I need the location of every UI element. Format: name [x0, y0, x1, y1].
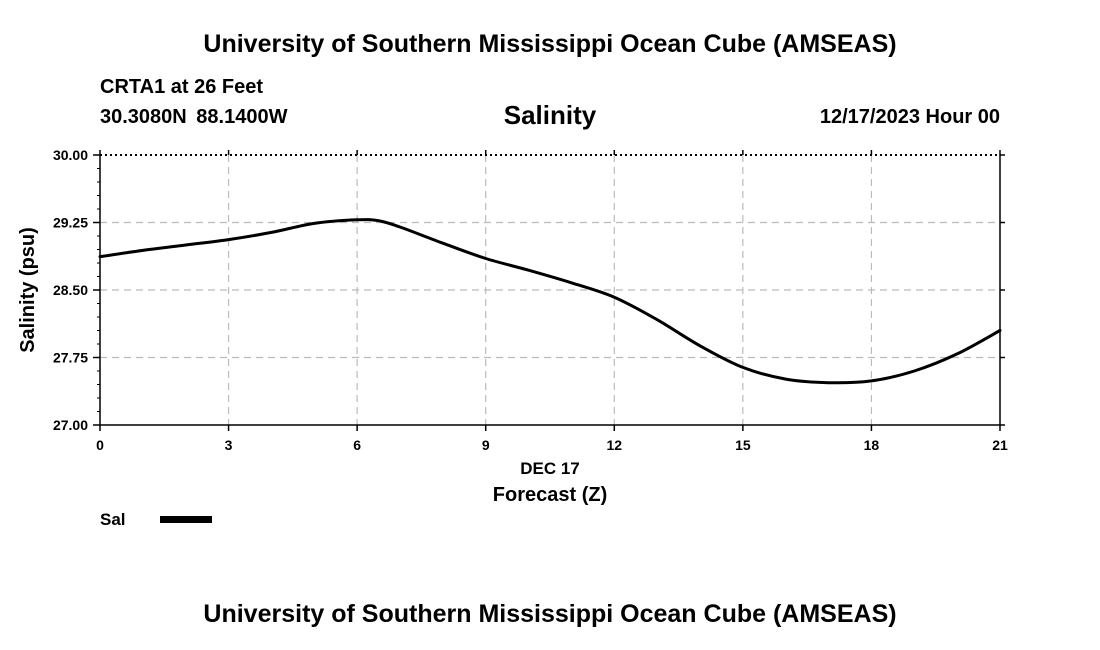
x-tick-label: 3 [225, 437, 233, 453]
x-tick-label: 21 [992, 437, 1008, 453]
x-axis-date-label: DEC 17 [520, 459, 580, 478]
x-tick-label: 15 [735, 437, 751, 453]
series-line-sal [98, 218, 1002, 385]
y-tick-label: 27.75 [53, 350, 88, 366]
chart-title-top: University of Southern Mississippi Ocean… [203, 30, 897, 58]
y-tick-label: 28.50 [53, 282, 88, 298]
legend-swatch [160, 516, 212, 523]
grid-lines [100, 155, 1000, 425]
x-tick-label: 12 [606, 437, 622, 453]
x-tick-label: 6 [353, 437, 361, 453]
y-axis-label: Salinity (psu) [17, 227, 39, 353]
x-tick-label: 9 [482, 437, 490, 453]
axes: 27.00 27.75 28.50 29.25 30.00 0 3 6 9 12 15 18 21 [53, 147, 1008, 453]
chart-title-bottom: University of Southern Mississippi Ocean… [203, 600, 897, 628]
x-tick-label: 0 [96, 437, 104, 453]
y-tick-label: 30.00 [53, 147, 88, 163]
variable-title: Salinity [503, 100, 597, 130]
series [98, 218, 1002, 385]
station-label: CRTA1 at 26 Feet [100, 76, 264, 98]
axis-labels: DEC 17 Forecast (Z) Salinity (psu) [17, 227, 607, 506]
x-axis-label: Forecast (Z) [493, 484, 607, 506]
station-coordinates: 30.3080N 88.1400W [100, 106, 288, 128]
forecast-datetime: 12/17/2023 Hour 00 [819, 106, 1000, 128]
y-tick-label: 29.25 [53, 215, 88, 231]
y-tick-label: 27.00 [53, 417, 88, 433]
x-tick-label: 18 [864, 437, 880, 453]
legend-label: Sal [100, 510, 126, 529]
